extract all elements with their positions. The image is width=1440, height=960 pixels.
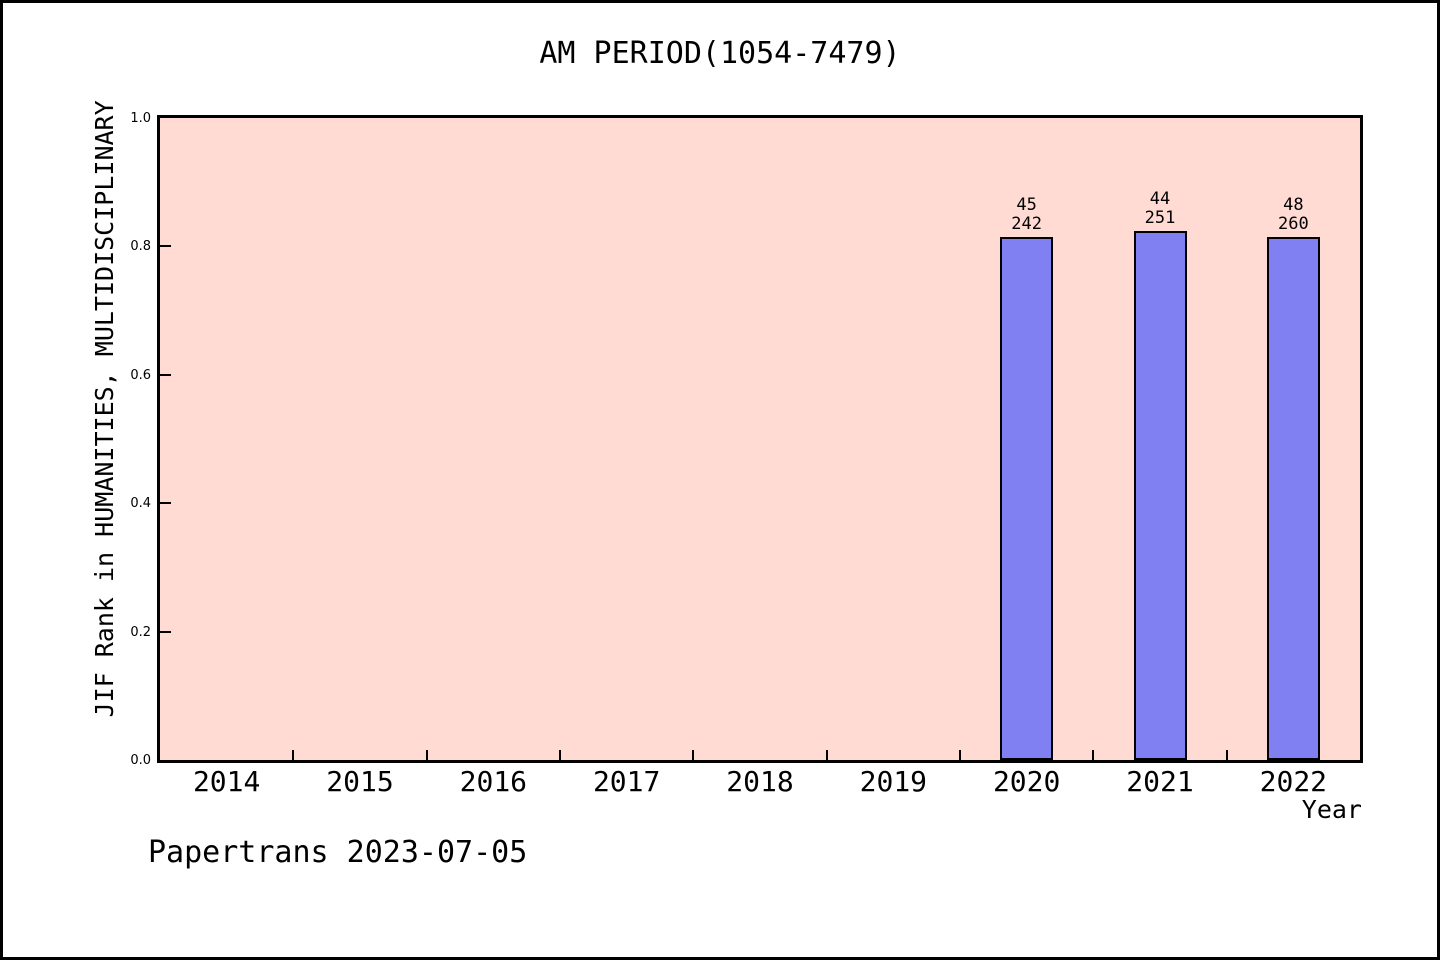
x-category-label: 2017: [592, 765, 661, 798]
y-tick-label: 0.6: [130, 367, 151, 383]
bar-label: 48 260: [1233, 196, 1353, 234]
bar-label-total: 260: [1277, 214, 1309, 234]
x-tick: [825, 750, 828, 760]
x-category-label: 2014: [192, 765, 261, 798]
chart-title: AM PERIOD(1054-7479): [539, 36, 901, 71]
bar: [1133, 231, 1187, 760]
x-category-label: 2020: [992, 765, 1061, 798]
bar-label-total: 251: [1144, 208, 1176, 228]
bar-label-rank: 44: [1149, 189, 1171, 209]
y-tick-label: 1.0: [130, 111, 151, 126]
bar-label-rank: 48: [1283, 195, 1304, 215]
y-tick: [160, 373, 171, 376]
y-tick-label: 0.0: [130, 753, 151, 768]
bar: [1000, 237, 1054, 760]
x-tick: [692, 750, 695, 760]
bar-label: 44 251: [1100, 190, 1220, 228]
bar-label-rank: 45: [1016, 195, 1037, 215]
x-tick: [559, 750, 561, 760]
x-category-label: 2015: [326, 765, 394, 798]
y-tick-label: 0.8: [130, 239, 151, 255]
y-tick-label: 0.2: [130, 624, 151, 640]
y-tick-label: 0.4: [130, 496, 151, 512]
x-category-label: 2016: [459, 765, 528, 798]
y-axis-label: JIF Rank in HUMANITIES, MULTIDISCIPLINAR…: [60, 89, 119, 789]
watermark-text: Papertrans 2023-07-05: [148, 835, 528, 870]
x-category-label: 2019: [859, 765, 928, 798]
bar-label: 45 242: [967, 196, 1087, 234]
y-tick: [160, 630, 171, 633]
x-tick: [425, 750, 428, 760]
x-category-label: 2018: [726, 765, 794, 798]
bar: [1266, 237, 1320, 760]
x-tick: [1225, 750, 1228, 760]
x-axis-label: Year: [1301, 795, 1362, 824]
plot-area: 0.0 0.2 0.4 0.6 0.8 1.0 2014 2015 2016 2017 2018 20…: [130, 111, 1363, 798]
x-tick: [1092, 750, 1095, 760]
x-tick: [292, 750, 295, 760]
bar-label-total: 242: [1011, 214, 1043, 234]
y-tick: [160, 502, 171, 505]
y-tick: [160, 245, 171, 248]
x-category-label: 2021: [1126, 765, 1194, 798]
x-category-label: 2022: [1259, 765, 1328, 798]
x-tick: [959, 750, 961, 760]
